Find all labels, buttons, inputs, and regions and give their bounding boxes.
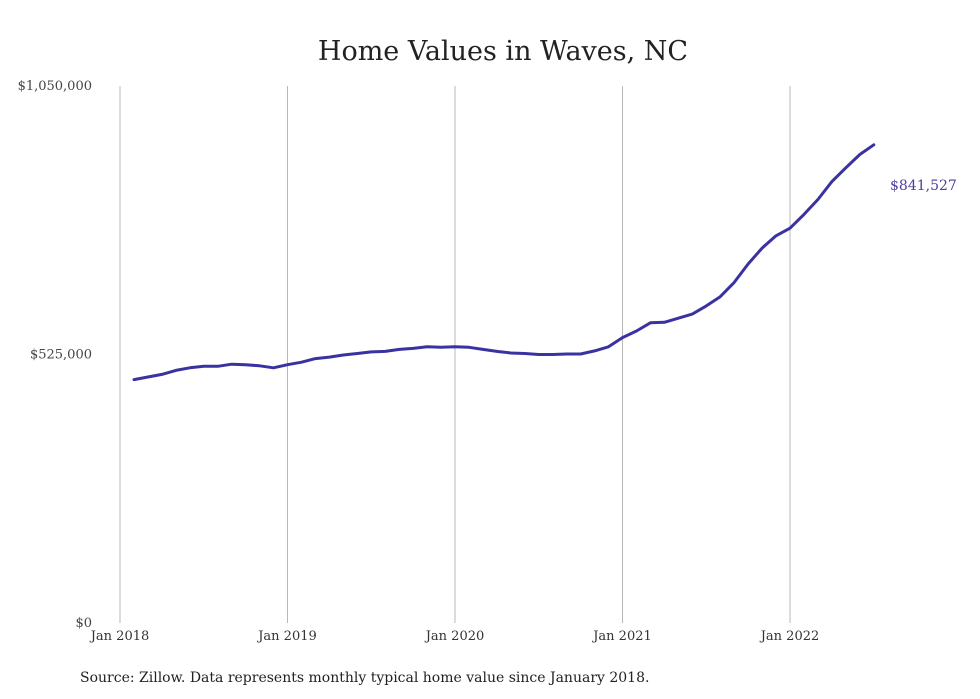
y-tick-label: $1,050,000 [18,79,92,94]
end-value-label: $841,527 [890,178,957,194]
x-tick-label: Jan 2019 [256,629,317,644]
source-note: Source: Zillow. Data represents monthly … [80,670,649,686]
chart-title: Home Values in Waves, NC [318,36,688,67]
y-tick-label: $0 [75,616,92,631]
x-tick-label: Jan 2020 [424,629,485,644]
x-axis: Jan 2018 Jan 2019 Jan 2020 Jan 2021 Jan 2022 [89,629,820,644]
x-tick-label: Jan 2022 [759,629,820,644]
y-axis: $0 $525,000 $1,050,000 [18,79,92,631]
y-tick-label: $525,000 [30,348,92,363]
x-tick-label: Jan 2018 [89,629,150,644]
series-group [132,143,876,382]
x-tick-label: Jan 2021 [591,629,652,644]
series-line [132,143,876,382]
gridlines [119,86,791,623]
